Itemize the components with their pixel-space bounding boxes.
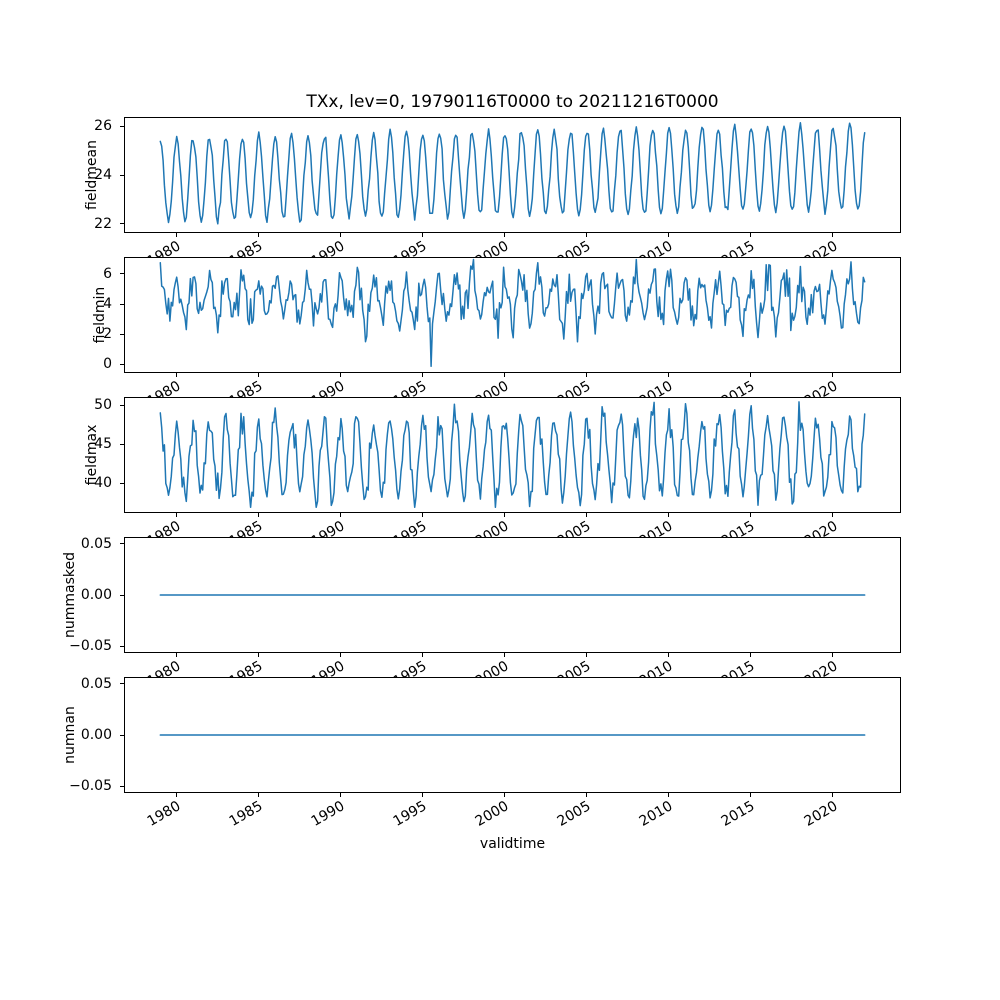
- x-tick-mark: [585, 653, 587, 657]
- y-tick-label: 0.00: [80, 727, 112, 743]
- y-tick-label: 24: [94, 167, 112, 183]
- axes-fieldmean: [124, 117, 901, 233]
- x-tick-mark: [667, 513, 669, 517]
- x-tick-mark: [175, 373, 177, 377]
- y-axis-label-numnan: numnan: [62, 706, 78, 764]
- x-tick-mark: [339, 653, 341, 657]
- y-tick-label: 45: [94, 436, 112, 453]
- x-tick-mark: [749, 793, 751, 797]
- x-tick-mark: [832, 513, 834, 517]
- y-tick-mark: [120, 785, 124, 787]
- nummasked-plot-area: [159, 594, 866, 596]
- x-tick-mark: [585, 513, 587, 517]
- x-tick-mark: [339, 233, 341, 237]
- y-axis-label-fieldmax: fieldmax: [84, 424, 101, 486]
- x-tick-mark: [175, 513, 177, 517]
- y-tick-label: 22: [94, 215, 112, 232]
- y-tick-label: 6: [103, 265, 112, 282]
- x-tick-mark: [832, 653, 834, 657]
- x-tick-mark: [832, 233, 834, 237]
- y-tick-label: 50: [94, 397, 112, 414]
- x-tick-mark: [175, 233, 177, 237]
- x-tick-mark: [257, 373, 259, 377]
- y-tick-label: 4: [103, 296, 112, 313]
- fieldmin-line: [159, 258, 866, 368]
- x-tick-mark: [585, 233, 587, 237]
- y-tick-label: 0.05: [80, 535, 112, 552]
- axes-numnan: [124, 677, 901, 793]
- x-tick-mark: [667, 793, 669, 797]
- axes-nummasked: [124, 537, 901, 653]
- fieldmean-line: [159, 122, 866, 225]
- fieldmax-line: [159, 401, 866, 509]
- y-tick-label: 0.00: [80, 587, 112, 603]
- x-tick-mark: [667, 373, 669, 377]
- fieldmean-plot-area: [159, 122, 866, 225]
- y-tick-mark: [120, 594, 124, 596]
- x-tick-mark: [421, 513, 423, 517]
- x-tick-mark: [175, 793, 177, 797]
- y-tick-label: −0.05: [69, 778, 112, 795]
- x-tick-mark: [832, 793, 834, 797]
- y-tick-mark: [120, 125, 124, 127]
- y-tick-mark: [120, 482, 124, 484]
- x-tick-mark: [749, 513, 751, 517]
- fieldmin-plot-area: [159, 258, 866, 368]
- x-tick-mark: [339, 373, 341, 377]
- x-tick-mark: [503, 233, 505, 237]
- y-tick-mark: [120, 273, 124, 275]
- y-tick-mark: [120, 223, 124, 224]
- y-tick-mark: [120, 443, 124, 445]
- y-tick-mark: [120, 734, 124, 736]
- x-tick-mark: [257, 793, 259, 797]
- axes-fieldmin: [124, 257, 901, 373]
- x-tick-mark: [257, 653, 259, 657]
- y-tick-label: 0: [103, 356, 112, 373]
- y-tick-mark: [120, 333, 124, 335]
- y-tick-mark: [120, 543, 124, 545]
- y-tick-label: 0.05: [80, 675, 112, 692]
- x-tick-mark: [503, 793, 505, 797]
- x-tick-mark: [421, 653, 423, 657]
- y-tick-mark: [120, 683, 124, 685]
- y-tick-mark: [120, 174, 124, 176]
- y-tick-mark: [120, 303, 124, 305]
- figure-title: TXx, lev=0, 19790116T0000 to 20211216T00…: [306, 92, 719, 112]
- x-tick-mark: [585, 373, 587, 377]
- y-tick-mark: [120, 645, 124, 647]
- numnan-plot-area: [159, 734, 866, 736]
- x-tick-mark: [339, 793, 341, 797]
- x-tick-mark: [257, 513, 259, 517]
- x-tick-mark: [339, 513, 341, 517]
- y-tick-label: 40: [94, 475, 112, 492]
- x-tick-mark: [421, 793, 423, 797]
- x-tick-mark: [175, 653, 177, 657]
- fieldmax-plot-area: [159, 401, 866, 509]
- y-tick-mark: [120, 404, 124, 406]
- x-tick-mark: [749, 373, 751, 377]
- x-tick-mark: [503, 653, 505, 657]
- x-tick-mark: [667, 653, 669, 657]
- x-axis-label: validtime: [479, 836, 546, 852]
- x-tick-mark: [257, 233, 259, 237]
- x-tick-mark: [749, 233, 751, 237]
- x-tick-mark: [503, 513, 505, 517]
- y-tick-mark: [120, 363, 124, 365]
- y-tick-label: 2: [103, 326, 112, 343]
- x-tick-mark: [421, 373, 423, 377]
- axes-fieldmax: [124, 397, 901, 513]
- y-tick-label: 26: [94, 118, 112, 135]
- x-tick-mark: [832, 373, 834, 377]
- y-tick-label: −0.05: [69, 638, 112, 655]
- x-tick-mark: [749, 653, 751, 657]
- x-tick-mark: [421, 233, 423, 237]
- x-tick-mark: [667, 233, 669, 237]
- x-tick-mark: [503, 373, 505, 377]
- x-tick-mark: [585, 793, 587, 797]
